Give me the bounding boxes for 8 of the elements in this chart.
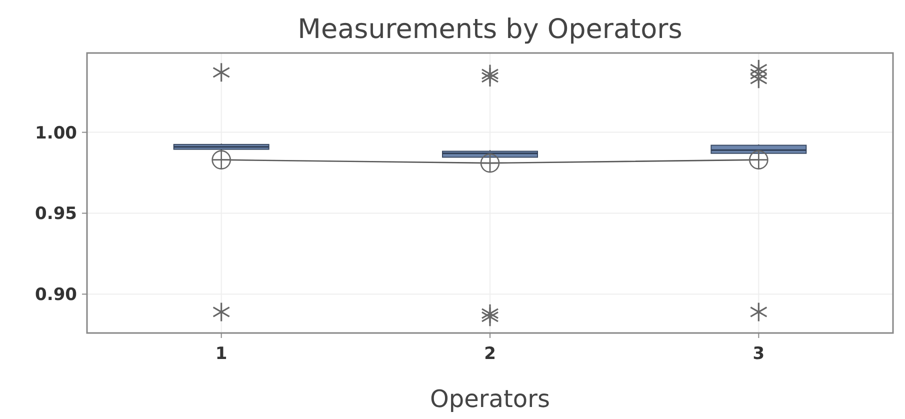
x-tick-label: 3 bbox=[752, 344, 765, 364]
x-tick-label: 1 bbox=[215, 344, 228, 364]
y-tick-label: 0.95 bbox=[35, 204, 77, 224]
y-tick-label: 0.90 bbox=[35, 285, 78, 306]
x-axis-title: Operators bbox=[430, 385, 550, 413]
x-tick-label: 2 bbox=[484, 344, 496, 364]
y-tick-label: 1.00 bbox=[35, 123, 78, 144]
chart-title: Measurements by Operators bbox=[298, 14, 682, 45]
